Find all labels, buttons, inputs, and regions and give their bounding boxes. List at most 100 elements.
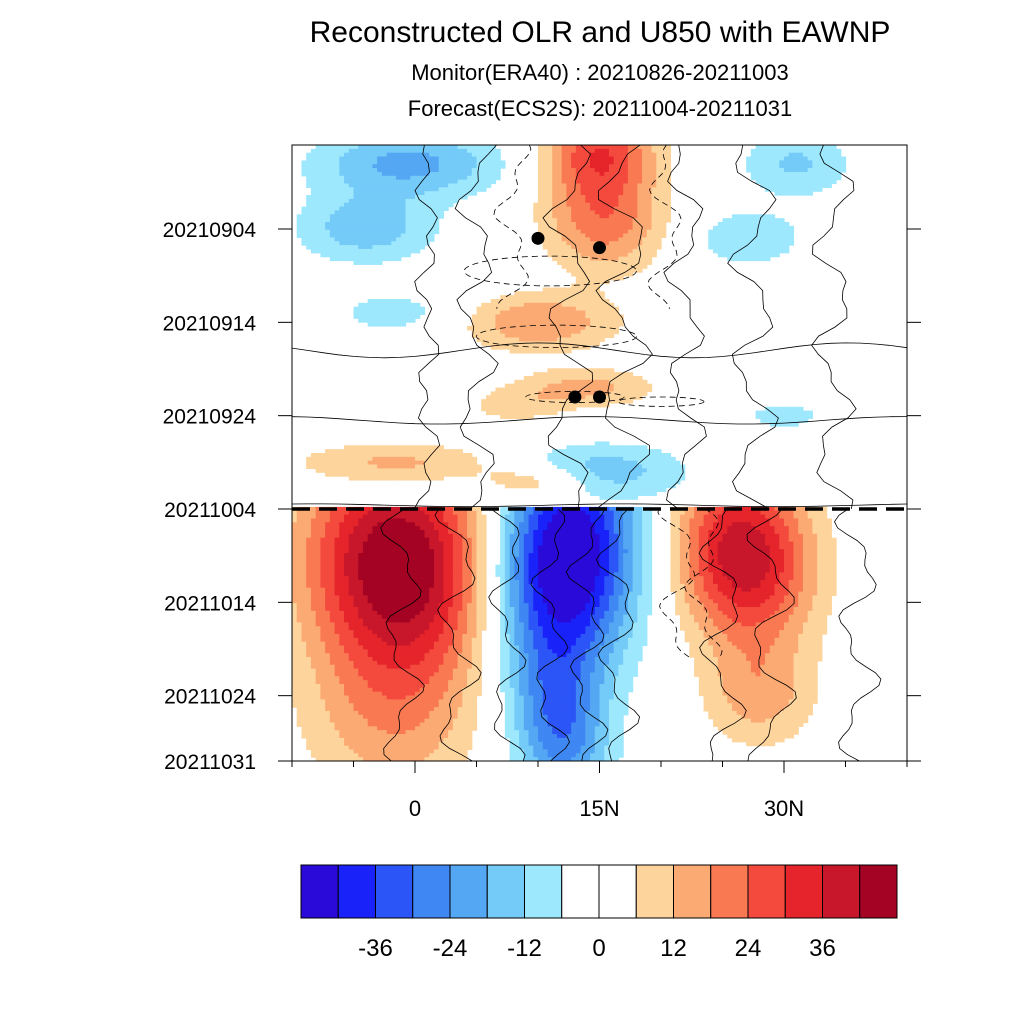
olr-cell: [566, 468, 572, 473]
olr-cell: [575, 252, 582, 258]
olr-cell: [651, 453, 657, 458]
olr-cell: [339, 241, 345, 246]
olr-cell: [339, 206, 345, 212]
olr-cell: [320, 241, 326, 246]
olr-cell: [566, 526, 572, 531]
olr-cell: [608, 229, 615, 235]
olr-cell: [585, 241, 591, 246]
olr-cell: [571, 314, 577, 319]
olr-cell: [784, 418, 790, 423]
olr-cell: [632, 472, 638, 477]
olr-cell: [448, 522, 454, 527]
olr-cell: [377, 545, 383, 550]
olr-cell: [377, 522, 383, 527]
olr-cell: [575, 168, 582, 173]
olr-cell: [637, 210, 643, 215]
olr-cell: [348, 214, 355, 219]
olr-cell: [774, 410, 780, 416]
olr-cell: [476, 148, 482, 154]
olr-cell: [410, 241, 416, 246]
olr-cell: [386, 460, 392, 466]
olr-cell: [698, 518, 705, 523]
olr-cell: [400, 187, 407, 192]
olr-cell: [523, 526, 530, 531]
olr-cell: [656, 198, 662, 204]
olr-cell: [528, 379, 534, 385]
olr-cell: [495, 322, 501, 327]
olr-cell: [632, 252, 638, 258]
olr-cell: [523, 349, 530, 354]
olr-cell: [765, 160, 771, 165]
olr-cell: [448, 545, 454, 550]
olr-cell: [433, 449, 440, 454]
olr-cell: [329, 248, 336, 254]
olr-cell: [613, 156, 620, 161]
olr-cell: [779, 183, 785, 188]
olr-cell: [415, 302, 421, 308]
olr-cell: [736, 518, 743, 523]
olr-cell: [391, 233, 397, 238]
olr-cell: [755, 148, 761, 154]
olr-cell: [769, 241, 776, 246]
olr-cell: [467, 325, 473, 331]
olr-cell: [334, 210, 340, 215]
olr-cell: [826, 156, 832, 161]
olr-cell: [547, 202, 553, 208]
olr-cell: [556, 164, 563, 169]
olr-cell: [812, 152, 818, 158]
olr-cell: [590, 487, 596, 493]
olr-cell: [362, 245, 369, 250]
olr-cell: [514, 337, 520, 342]
olr-cell: [831, 537, 837, 543]
olr-cell: [580, 318, 586, 323]
olr-cell: [462, 148, 468, 154]
olr-cell: [566, 260, 572, 265]
olr-cell: [424, 456, 430, 462]
olr-cell: [362, 522, 369, 527]
olr-cell: [467, 152, 473, 158]
olr-cell: [410, 449, 416, 454]
olr-cell: [580, 341, 586, 346]
olr-cell: [741, 506, 747, 512]
olr-cell: [708, 237, 714, 242]
olr-cell: [367, 526, 374, 531]
olr-cell: [495, 472, 501, 477]
olr-cell: [774, 537, 780, 543]
olr-cell: [826, 541, 832, 546]
olr-cell: [760, 222, 766, 227]
olr-cell: [538, 164, 544, 169]
olr-cell: [642, 237, 648, 242]
olr-cell: [585, 306, 591, 312]
olr-cell: [433, 202, 440, 208]
olr-cell: [675, 533, 681, 539]
olr-cell: [608, 302, 615, 308]
olr-cell: [632, 195, 638, 200]
olr-cell: [391, 506, 397, 512]
olr-cell: [642, 245, 648, 250]
olr-cell: [419, 187, 426, 192]
olr-cell: [542, 237, 549, 242]
olr-cell: [575, 160, 582, 165]
olr-cell: [419, 460, 426, 466]
olr-cell: [405, 453, 411, 458]
olr-cell: [490, 302, 497, 308]
olr-cell: [362, 468, 369, 473]
olr-cell: [765, 537, 771, 543]
olr-cell: [604, 241, 610, 246]
olr-cell: [604, 472, 610, 477]
olr-cell: [703, 545, 709, 550]
olr-cell: [642, 248, 648, 254]
olr-cell: [618, 383, 624, 389]
olr-cell: [632, 476, 638, 481]
olr-cell: [377, 202, 383, 208]
olr-cell: [765, 245, 771, 250]
olr-cell: [391, 229, 397, 235]
olr-cell: [509, 322, 515, 327]
olr-cell: [490, 399, 497, 404]
olr-cell: [599, 456, 605, 462]
olr-cell: [424, 545, 430, 550]
olr-cell: [613, 322, 620, 327]
olr-cell: [590, 395, 596, 400]
olr-cell: [325, 198, 331, 204]
olr-cell: [405, 545, 411, 550]
